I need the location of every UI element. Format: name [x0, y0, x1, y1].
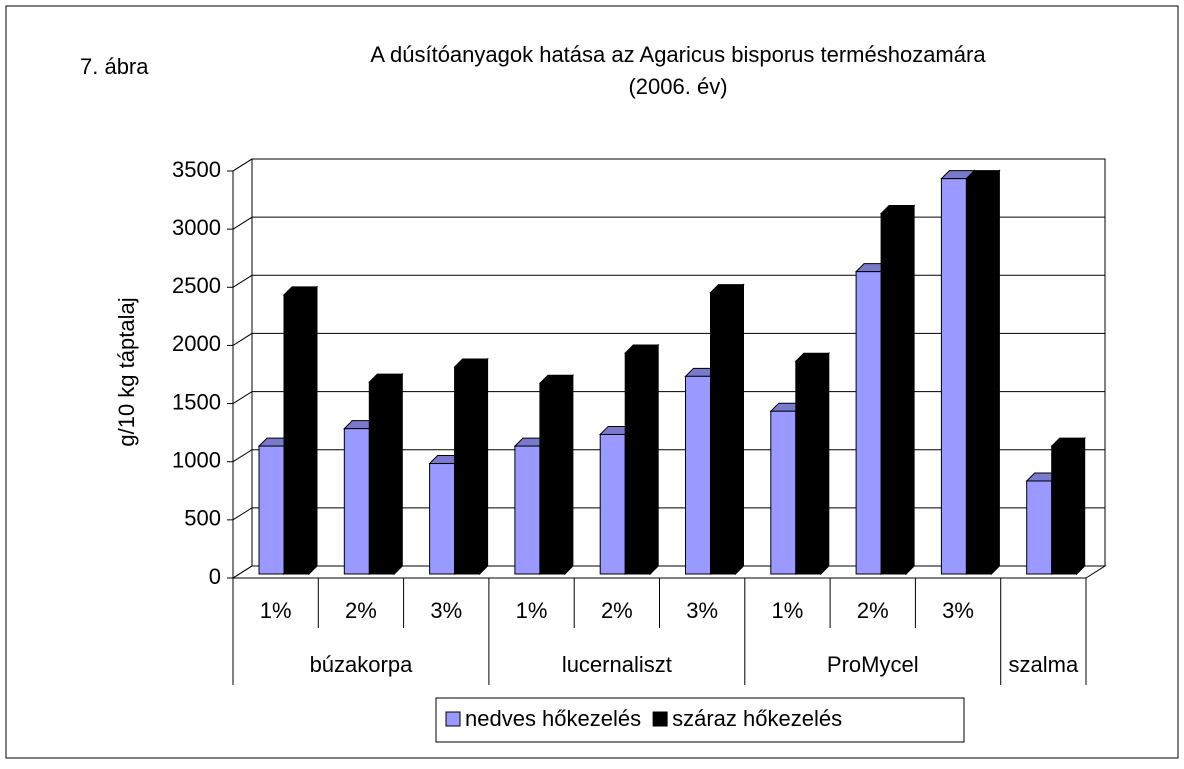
- bar: [539, 382, 566, 575]
- x-tick-label: 1%: [516, 598, 548, 623]
- x-tick-label: 3%: [942, 598, 974, 623]
- bar-side: [1076, 436, 1086, 576]
- bar: [1026, 480, 1053, 575]
- bar-side: [649, 343, 659, 576]
- bar-side: [735, 283, 744, 576]
- bar: [514, 445, 541, 575]
- group-label: lucernaliszt: [562, 652, 672, 677]
- x-tick-label: 1%: [772, 598, 804, 623]
- legend-label: száraz hőkezelés: [672, 706, 842, 731]
- grid-line: [232, 332, 1105, 346]
- bar: [710, 292, 736, 575]
- x-tick-label: 3%: [430, 598, 462, 623]
- y-tick-label: 3500: [172, 157, 221, 182]
- x-tick-label: 2%: [601, 598, 633, 623]
- bar: [368, 381, 395, 575]
- y-tick-label: 0: [209, 564, 221, 589]
- legend-box: [435, 697, 965, 743]
- bar: [283, 294, 310, 575]
- grid-line: [232, 216, 1105, 230]
- legend-label: nedves hőkezelés: [465, 706, 641, 731]
- bar: [685, 375, 711, 575]
- y-axis-label: g/10 kg táptalaj: [114, 297, 139, 446]
- legend-swatch: [445, 711, 461, 727]
- bar-side: [905, 204, 915, 576]
- bar-side: [564, 374, 574, 576]
- chart-subtitle: (2006. év): [628, 74, 727, 99]
- x-tick-label: 3%: [686, 598, 718, 623]
- bar: [880, 213, 907, 575]
- x-tick-label: 2%: [345, 598, 377, 623]
- y-tick-label: 1000: [172, 448, 221, 473]
- chart-title: A dúsítóanyagok hatása az Agaricus bispo…: [370, 42, 986, 67]
- bar: [770, 410, 797, 575]
- bar: [454, 366, 481, 575]
- bar-side: [308, 285, 318, 576]
- bar: [795, 360, 822, 575]
- bar: [940, 178, 967, 575]
- x-tick-label: 1%: [260, 598, 292, 623]
- chart-border: [5, 5, 1179, 759]
- bar-side: [990, 169, 1000, 576]
- legend-swatch: [652, 711, 668, 727]
- grid-line: [232, 158, 1105, 172]
- bar: [855, 271, 882, 575]
- group-label: ProMycel: [827, 652, 919, 677]
- y-tick-label: 500: [184, 506, 221, 531]
- bar: [1051, 445, 1078, 575]
- group-label: szalma: [1009, 652, 1079, 677]
- grid-line: [232, 274, 1105, 288]
- bar: [599, 433, 626, 575]
- bar: [343, 428, 370, 575]
- bar: [258, 445, 285, 575]
- bar-side: [479, 357, 489, 576]
- figure-label: 7. ábra: [80, 54, 149, 79]
- bar-side: [820, 351, 830, 576]
- x-tick-label: 2%: [857, 598, 889, 623]
- bar-side: [393, 372, 403, 576]
- y-tick-label: 2500: [172, 273, 221, 298]
- y-tick-label: 2000: [172, 331, 221, 356]
- group-label: búzakorpa: [310, 652, 414, 677]
- bar: [965, 178, 992, 575]
- bar: [429, 463, 456, 575]
- bar: [624, 352, 651, 575]
- y-tick-label: 1500: [172, 389, 221, 414]
- y-tick-label: 3000: [172, 215, 221, 240]
